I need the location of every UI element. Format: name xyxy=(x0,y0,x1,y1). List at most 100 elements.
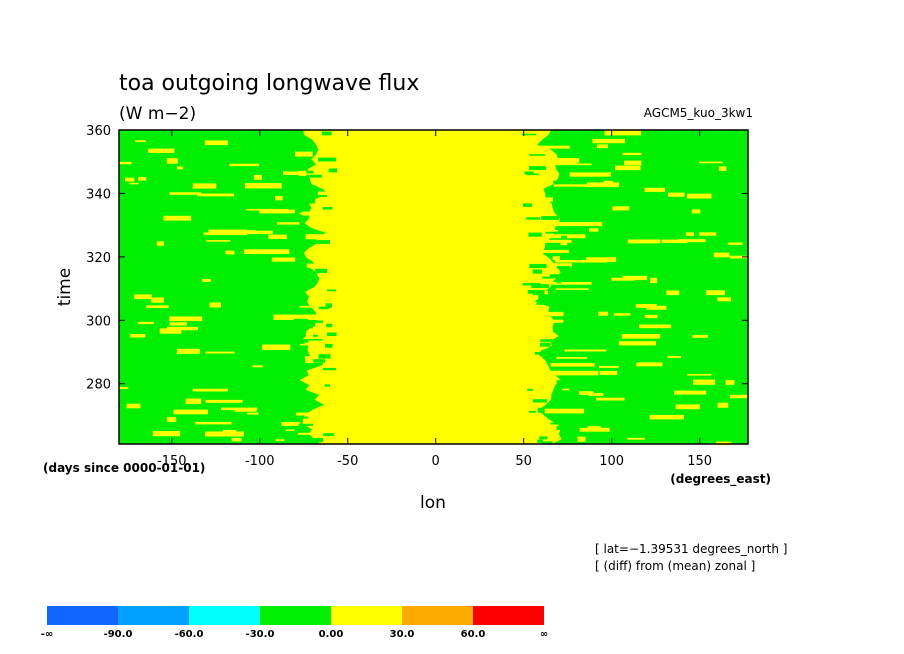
heatmap-streak xyxy=(205,399,243,403)
heatmap-streak xyxy=(310,248,338,254)
heatmap-streak xyxy=(685,232,694,236)
heatmap-streak xyxy=(306,338,323,341)
heatmap-streak xyxy=(553,184,597,187)
heatmap-streak xyxy=(312,208,348,211)
heatmap-streak xyxy=(529,154,546,156)
heatmap-streak xyxy=(612,206,630,211)
heatmap-streak xyxy=(687,373,712,376)
heatmap-streak xyxy=(611,277,635,281)
heatmap-streak xyxy=(577,436,586,442)
heatmap-streak xyxy=(297,432,339,435)
heatmap-streak xyxy=(298,139,313,142)
colorbar-label: 60.0 xyxy=(461,629,486,640)
heatmap-streak xyxy=(296,326,313,329)
heatmap-streak xyxy=(603,180,614,184)
heatmap-streak xyxy=(562,388,570,391)
y-tick-label: 320 xyxy=(86,251,111,266)
heatmap-streak xyxy=(315,320,324,323)
heatmap-streak xyxy=(326,323,333,328)
x-tick-label: 100 xyxy=(599,454,624,469)
heatmap-streak xyxy=(244,249,290,254)
x-axis-ticks: -150 -100 -50 0 50 100 150 xyxy=(157,130,712,469)
y-axis-label: time xyxy=(55,268,75,306)
heatmap-streak xyxy=(554,260,607,263)
heatmap-streak xyxy=(294,354,304,359)
heatmap-streak xyxy=(176,348,200,354)
heatmap-streak xyxy=(542,276,555,279)
colorbar-label: -∞ xyxy=(41,629,53,640)
x-axis-label: lon xyxy=(420,493,446,513)
heatmap-streak xyxy=(555,288,589,290)
heatmap-streak xyxy=(325,303,332,308)
heatmap-streak xyxy=(135,140,146,143)
heatmap-streak xyxy=(277,222,300,225)
heatmap-streak xyxy=(317,191,347,197)
colorbar-swatch xyxy=(189,606,260,625)
heatmap-streak xyxy=(523,203,532,207)
heatmap-streak xyxy=(615,165,641,171)
heatmap-streak xyxy=(564,349,607,352)
heatmap-streak xyxy=(312,438,323,443)
heatmap-streak xyxy=(288,208,305,210)
heatmap-streak xyxy=(532,399,548,403)
heatmap-streak xyxy=(130,334,146,338)
heatmap-streak xyxy=(296,416,308,419)
heatmap-streak xyxy=(538,263,572,268)
heatmap-streak xyxy=(547,370,599,376)
heatmap-streak xyxy=(596,397,625,401)
heatmap-streak xyxy=(322,207,333,210)
heatmap-streak xyxy=(332,301,342,307)
colorbar-swatch xyxy=(260,606,331,625)
heatmap-streak xyxy=(324,384,330,387)
heatmap-streak xyxy=(309,174,322,178)
heatmap-streak xyxy=(231,437,242,442)
heatmap-streak xyxy=(325,343,333,348)
heatmap-streak xyxy=(252,365,263,368)
heatmap-streak xyxy=(644,314,658,319)
heatmap-streak xyxy=(156,241,164,246)
heatmap-streak xyxy=(281,422,301,426)
heatmap-streak xyxy=(241,230,273,235)
x-tick-label: 150 xyxy=(687,454,712,469)
heatmap-streak xyxy=(548,319,564,323)
heatmap-streak xyxy=(537,197,553,202)
heatmap-streak xyxy=(560,241,568,246)
heatmap-streak xyxy=(185,398,202,404)
colorbar-label: -30.0 xyxy=(246,629,275,640)
y-axis-ticks: 280 300 320 340 360 xyxy=(86,124,748,393)
x-axis-units: (degrees_east) xyxy=(670,472,771,487)
heatmap-streak xyxy=(169,192,202,195)
heatmap-streak xyxy=(569,172,611,177)
heatmap-streak xyxy=(527,289,545,294)
heatmap-streak xyxy=(706,290,725,296)
heatmap-streak xyxy=(644,187,666,192)
heatmap-streak xyxy=(229,163,260,167)
heatmap-streak xyxy=(318,270,339,273)
heatmap-streak xyxy=(321,131,332,136)
heatmap-streak xyxy=(675,404,700,410)
heatmap-streak xyxy=(273,314,319,320)
heatmap-streak xyxy=(268,234,287,239)
heatmap-streak xyxy=(535,239,572,243)
heatmap-streak xyxy=(588,393,604,396)
heatmap-streak xyxy=(613,313,631,316)
heatmap-streak xyxy=(262,344,291,350)
heatmap-streak xyxy=(313,359,325,363)
heatmap-streak xyxy=(138,177,147,181)
heatmap-streak xyxy=(225,250,235,255)
heatmap-streak xyxy=(556,380,570,384)
colorbar-swatch xyxy=(118,606,189,625)
heatmap-streak xyxy=(513,437,554,440)
heatmap-streak xyxy=(169,322,187,326)
colorbar-swatch xyxy=(47,606,118,625)
heatmap-streak xyxy=(304,322,316,327)
heatmap-streak xyxy=(550,398,565,402)
heatmap-streak xyxy=(528,232,542,237)
heatmap-streak xyxy=(129,182,139,185)
heatmap-streak xyxy=(521,133,537,136)
heatmap-streak xyxy=(693,379,716,385)
heatmap-streak xyxy=(599,371,618,375)
heatmap-streak xyxy=(529,230,559,232)
heatmap-streak xyxy=(717,297,731,302)
heatmap-streak xyxy=(699,161,723,164)
